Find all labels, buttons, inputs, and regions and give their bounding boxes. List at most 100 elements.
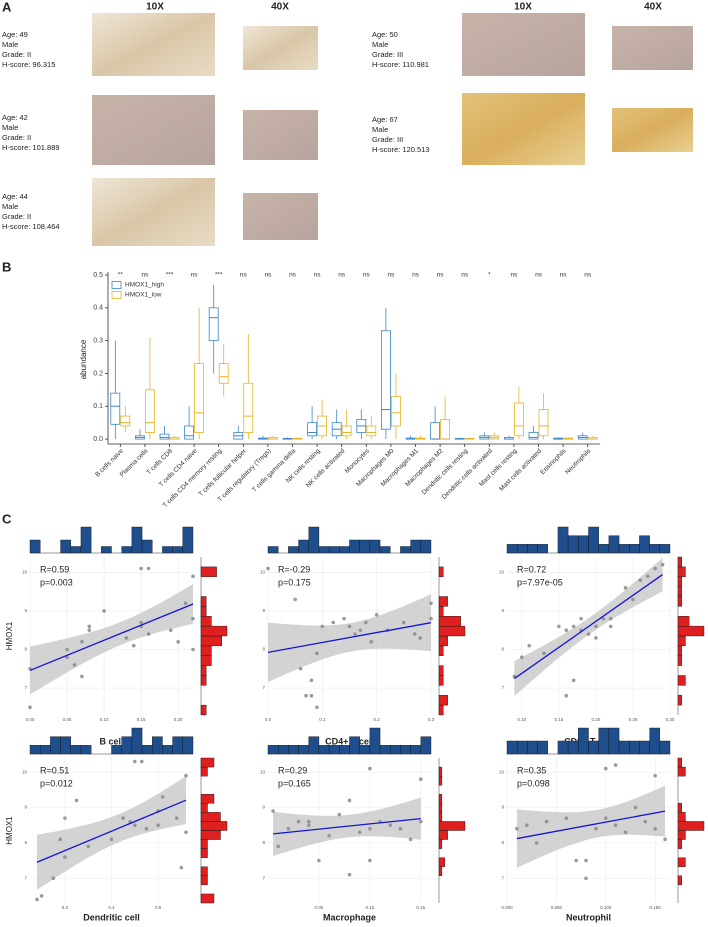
y-histogram-bar xyxy=(438,704,444,716)
box xyxy=(208,307,219,342)
y-histogram-bar xyxy=(200,830,221,840)
x-histogram-bar xyxy=(70,745,82,755)
significance-label: ns xyxy=(437,272,445,279)
y-histogram-bar xyxy=(200,766,208,777)
point xyxy=(131,643,136,648)
x-histogram-bar xyxy=(639,740,650,755)
point xyxy=(306,823,311,827)
y-histogram-bar xyxy=(677,655,682,666)
point xyxy=(174,816,179,820)
x-tick-label: 0.150 xyxy=(650,905,662,910)
y-histogram-bar xyxy=(677,812,686,822)
y-tick-label: 0.2 xyxy=(93,370,103,377)
point xyxy=(653,826,657,831)
point xyxy=(102,609,106,613)
point xyxy=(608,616,613,621)
x-histogram-bar xyxy=(308,526,320,554)
point xyxy=(594,826,598,831)
point xyxy=(564,628,569,633)
y-histogram-bar xyxy=(677,875,682,886)
point xyxy=(293,597,297,602)
sample-age: Age: 42 xyxy=(2,113,28,122)
point xyxy=(191,647,195,652)
point xyxy=(584,876,588,881)
point xyxy=(146,632,151,636)
y-histogram-bar xyxy=(438,665,444,676)
box xyxy=(366,425,377,437)
x-histogram-bar xyxy=(60,736,71,755)
box xyxy=(194,363,205,433)
x-tick-label: 0.20 xyxy=(174,717,183,722)
point xyxy=(315,651,319,656)
x-tick-label: 0.000 xyxy=(501,905,513,910)
point xyxy=(608,624,613,629)
x-histogram-bar xyxy=(80,526,92,554)
point xyxy=(184,773,188,778)
y-histogram-bar xyxy=(677,803,682,813)
y-tick-label: 10 xyxy=(22,570,28,575)
point xyxy=(146,566,151,571)
y-histogram-bar xyxy=(677,839,682,849)
x-histogram-bar xyxy=(608,535,620,554)
x-histogram-bar xyxy=(618,740,630,755)
sample-sex: Male xyxy=(372,40,388,49)
sample-grade: Grade: II xyxy=(2,50,31,59)
point xyxy=(660,562,665,567)
y-histogram-bar xyxy=(200,848,208,858)
y-histogram-bar xyxy=(438,803,443,813)
point xyxy=(87,628,92,633)
point xyxy=(564,816,569,820)
y-histogram-bar xyxy=(438,821,466,831)
point xyxy=(586,632,591,636)
significance-label: ns xyxy=(412,272,420,279)
fit-line xyxy=(30,603,193,672)
point xyxy=(139,620,143,625)
x-tick-label: 0.0 xyxy=(265,717,272,722)
y-histogram-bar xyxy=(200,704,207,716)
x-histogram-bar xyxy=(578,727,589,755)
point xyxy=(276,844,280,849)
significance-label: ns xyxy=(535,272,543,279)
x-histogram-bar xyxy=(369,539,381,554)
significance-label: ns xyxy=(510,272,518,279)
y-histogram-bar xyxy=(677,566,686,577)
point xyxy=(544,819,549,824)
y-histogram-bar xyxy=(200,655,212,666)
x-axis-label: Dendritic cell xyxy=(83,912,140,922)
box xyxy=(110,392,121,425)
x-histogram-bar xyxy=(318,546,330,554)
point xyxy=(168,628,173,633)
y-tick-label: 8 xyxy=(262,840,265,845)
x-histogram-bar xyxy=(588,526,599,554)
ihc-image xyxy=(462,93,585,165)
x-histogram-bar xyxy=(121,736,133,755)
fit-line xyxy=(514,573,663,680)
point xyxy=(603,816,608,820)
y-histogram-bar xyxy=(438,857,445,867)
point xyxy=(638,578,643,582)
y-histogram-bar xyxy=(200,635,222,647)
point xyxy=(109,837,114,842)
stat-annotation: R=0.29 xyxy=(278,765,307,775)
x-tick-label: Dendritic cells resting xyxy=(421,447,470,496)
x-histogram-bar xyxy=(506,544,518,554)
y-histogram-bar xyxy=(200,866,208,877)
y-histogram-bar xyxy=(200,606,207,617)
x-histogram-bar xyxy=(537,740,548,755)
point xyxy=(368,766,372,771)
point xyxy=(331,620,336,625)
sample-age: Age: 50 xyxy=(372,30,398,39)
point xyxy=(645,574,650,579)
point xyxy=(63,855,67,859)
point xyxy=(87,624,92,629)
x-histogram-bar xyxy=(639,535,650,554)
point xyxy=(317,858,321,863)
y-tick-label: 10 xyxy=(260,570,266,575)
sample-grade: Grade: II xyxy=(2,212,31,221)
sample-sex: Male xyxy=(2,202,18,211)
sample-sex: Male xyxy=(2,40,18,49)
point xyxy=(184,830,188,835)
x-histogram-bar xyxy=(328,745,340,755)
x-histogram-bar xyxy=(182,736,194,755)
point xyxy=(320,624,325,629)
